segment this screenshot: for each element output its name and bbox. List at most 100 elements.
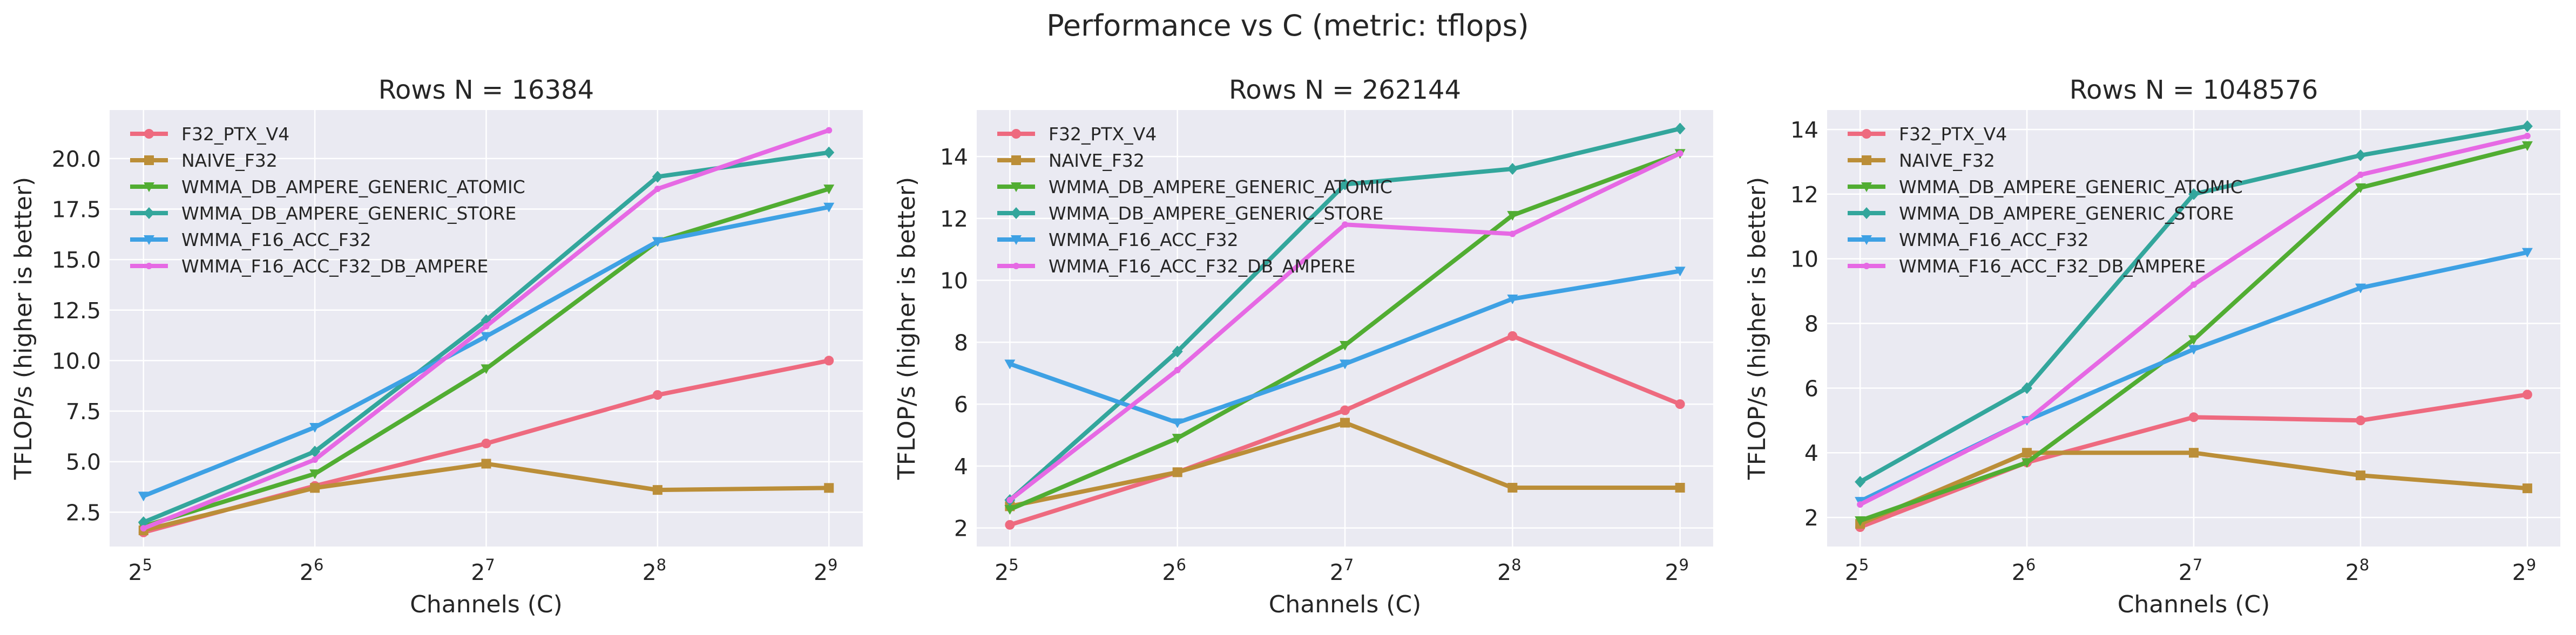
subplot-title: Rows N = 16384 xyxy=(378,75,594,105)
legend-entry: WMMA_DB_AMPERE_GENERIC_ATOMIC xyxy=(997,176,1392,197)
x-tick-label: 29 xyxy=(1665,556,1689,585)
data-point xyxy=(2189,412,2199,422)
legend-marker xyxy=(144,155,154,165)
data-point xyxy=(1340,341,1350,351)
x-tick-label: 27 xyxy=(2179,556,2203,585)
data-point xyxy=(1507,294,1518,304)
data-point xyxy=(310,483,320,493)
data-point xyxy=(826,127,833,134)
data-point xyxy=(1855,476,1866,488)
data-point xyxy=(481,332,492,342)
series-wmma-f16-acc-f32-db-ampere xyxy=(1006,150,1683,503)
data-point xyxy=(2521,141,2533,151)
legend-label: F32_PTX_V4 xyxy=(1899,124,2007,145)
series-wmma-db-ampere-generic-store xyxy=(1855,120,2533,488)
legend-entry: WMMA_DB_AMPERE_GENERIC_STORE xyxy=(130,203,516,224)
subplot-title: Rows N = 262144 xyxy=(1229,75,1461,105)
legend-entry: WMMA_F16_ACC_F32 xyxy=(1848,229,2089,250)
legend-entry: WMMA_DB_AMPERE_GENERIC_ATOMIC xyxy=(130,176,525,197)
legend-label: F32_PTX_V4 xyxy=(181,124,289,145)
data-point xyxy=(309,469,321,480)
data-point xyxy=(824,356,834,366)
y-tick-label: 15.0 xyxy=(52,247,101,273)
legend-marker xyxy=(1861,207,1872,219)
x-tick-label: 27 xyxy=(471,556,495,585)
legend-entry: NAIVE_F32 xyxy=(997,150,1145,171)
legend-marker xyxy=(1011,129,1021,139)
x-tick-label: 28 xyxy=(1497,556,1522,585)
y-tick-label: 2.5 xyxy=(66,500,101,525)
legend-label: WMMA_DB_AMPERE_GENERIC_ATOMIC xyxy=(1899,176,2243,197)
x-tick-label: 25 xyxy=(129,556,153,585)
legend-label: WMMA_DB_AMPERE_GENERIC_STORE xyxy=(1049,203,1383,224)
data-point xyxy=(1857,501,1864,508)
data-point xyxy=(2355,183,2366,193)
data-point xyxy=(2188,335,2199,345)
data-point xyxy=(312,456,319,463)
legend-entry: F32_PTX_V4 xyxy=(997,124,1157,145)
y-tick-label: 12.5 xyxy=(52,298,101,324)
legend-marker xyxy=(1011,182,1022,192)
data-point xyxy=(1855,516,1866,527)
y-tick-label: 20.0 xyxy=(52,146,101,172)
data-point xyxy=(481,459,491,469)
legend-marker xyxy=(1011,235,1022,245)
data-point xyxy=(1674,267,1686,277)
x-tick-label: 27 xyxy=(1330,556,1354,585)
data-point xyxy=(2188,345,2199,355)
data-point xyxy=(140,525,147,532)
data-point xyxy=(1004,359,1016,370)
data-point xyxy=(1340,178,1350,190)
y-tick-label: 5.0 xyxy=(66,449,101,475)
legend-entry: WMMA_F16_ACC_F32_DB_AMPERE xyxy=(997,256,1355,277)
x-tick-label: 25 xyxy=(1845,556,1869,585)
x-tick-label: 26 xyxy=(2012,556,2036,585)
data-point xyxy=(1004,505,1016,515)
data-point xyxy=(2355,470,2365,481)
data-point xyxy=(823,146,835,159)
data-point xyxy=(2357,171,2364,178)
data-point xyxy=(483,323,490,330)
y-tick-label: 2 xyxy=(954,516,968,542)
data-point xyxy=(1172,467,1182,477)
series-wmma-db-ampere-generic-atomic xyxy=(1855,141,2533,527)
legend-entry: NAIVE_F32 xyxy=(130,150,278,171)
data-point xyxy=(824,483,834,493)
data-point xyxy=(2355,149,2366,161)
chart-panel-2: 2 4 6 8 10 12 14 25 26 27 28 29 Rows N = 262144 Chann… xyxy=(893,75,1713,618)
y-tick-label: 6 xyxy=(954,392,968,418)
data-point xyxy=(1675,399,1685,409)
legend-label: WMMA_DB_AMPERE_GENERIC_ATOMIC xyxy=(1049,176,1392,197)
legend: F32_PTX_V4 NAIVE_F32 WMMA_DB_AMPERE_GENERI… xyxy=(1848,124,2243,277)
legend-label: WMMA_DB_AMPERE_GENERIC_STORE xyxy=(1899,203,2234,224)
data-point xyxy=(1172,418,1183,428)
legend-marker xyxy=(144,182,154,192)
legend-label: NAIVE_F32 xyxy=(181,150,278,171)
data-point xyxy=(138,491,149,502)
x-tick-label: 25 xyxy=(995,556,1019,585)
x-axis-label: Channels (C) xyxy=(1269,591,1422,618)
data-point xyxy=(2024,417,2031,424)
y-tick-label: 12 xyxy=(1790,182,1818,208)
data-point xyxy=(481,364,492,374)
data-point xyxy=(2021,458,2033,468)
legend-label: WMMA_F16_ACC_F32_DB_AMPERE xyxy=(181,256,488,277)
data-point xyxy=(481,438,491,448)
data-point xyxy=(2189,448,2199,458)
series-wmma-f16-acc-f32-db-ampere xyxy=(140,127,833,532)
y-tick-label: 14 xyxy=(940,144,968,170)
legend-label: WMMA_F16_ACC_F32 xyxy=(1049,229,1239,250)
chart-panel-1: 2.5 5.0 7.5 10.0 12.5 15.0 17.5 20.0 25 26 27 28 29 R… xyxy=(10,75,863,618)
data-point xyxy=(1507,211,1518,221)
data-point xyxy=(309,423,321,433)
legend-entry: WMMA_DB_AMPERE_GENERIC_STORE xyxy=(997,203,1383,224)
legend-marker xyxy=(146,263,152,269)
legend-entry: F32_PTX_V4 xyxy=(1848,124,2007,145)
data-point xyxy=(1674,122,1686,135)
legend-label: WMMA_F16_ACC_F32 xyxy=(1899,229,2089,250)
y-axis-label: TFLOP/s (higher is better) xyxy=(1743,177,1771,480)
legend-marker xyxy=(1862,129,1871,139)
data-point xyxy=(1174,366,1181,373)
legend-marker xyxy=(1863,263,1870,269)
